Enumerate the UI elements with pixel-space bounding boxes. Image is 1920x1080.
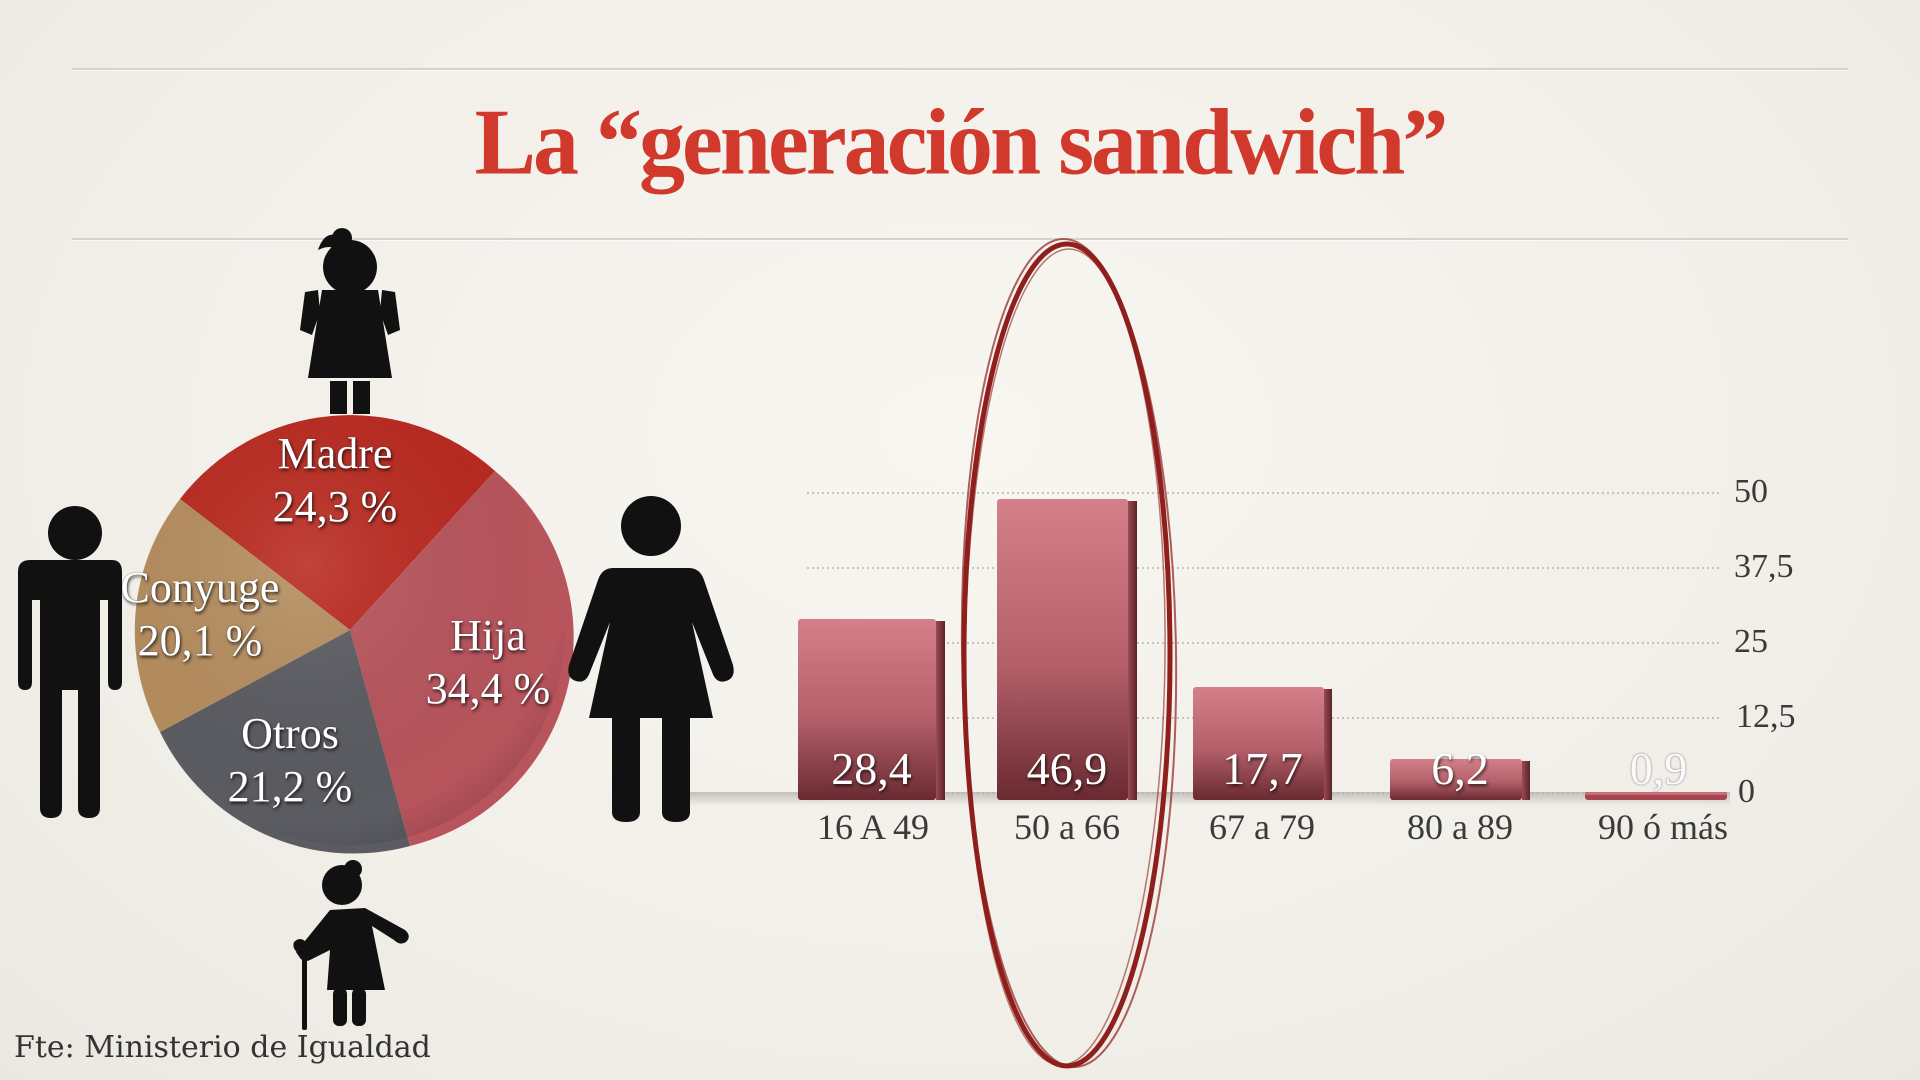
bar-value-16-a-49: 28,4 <box>831 743 912 794</box>
y-tick-12-5: 12,5 <box>1736 698 1796 735</box>
bar-50-a-66 <box>997 499 1137 800</box>
bar-value-67-a-79: 17,7 <box>1222 743 1303 794</box>
bar-16-a-49 <box>798 619 945 800</box>
page-title: La “generación sandwich” <box>474 89 1449 195</box>
category-label-67-a-79: 67 a 79 <box>1209 807 1315 847</box>
category-label-50-a-66: 50 a 66 <box>1014 807 1120 847</box>
pie-label-hija-name: Hija <box>450 611 526 660</box>
pie-label-otros-name: Otros <box>241 709 339 758</box>
bar-series <box>798 499 1727 800</box>
pie-label-otros-value: 21,2 % <box>227 761 353 811</box>
y-tick-0: 0 <box>1738 773 1755 810</box>
top-divider <box>72 68 1848 70</box>
category-label-80-a-89: 80 a 89 <box>1407 807 1513 847</box>
pie-label-hija-value: 34,4 % <box>425 663 551 713</box>
highlight-ellipse <box>960 238 1178 1069</box>
pie-label-madre-value: 24,3 % <box>272 481 398 531</box>
bar-90-o-mas <box>1585 792 1727 800</box>
source-note: Fte: Ministerio de Igualdad <box>14 1030 431 1065</box>
pie-chart <box>134 415 574 854</box>
pie-label-otros: Otros 21,2 % <box>175 708 405 814</box>
y-tick-25: 25 <box>1734 623 1768 660</box>
pie-label-conyuge: Conyuge 20,1 % <box>90 562 310 668</box>
bar-67-a-79 <box>1193 687 1332 800</box>
pie-label-madre-name: Madre <box>277 429 393 478</box>
y-tick-37-5: 37,5 <box>1734 548 1794 585</box>
pie-label-conyuge-name: Conyuge <box>120 563 280 612</box>
title-divider <box>72 238 1848 240</box>
bar-value-80-a-89: 6,2 <box>1431 743 1489 794</box>
pie-label-madre: Madre 24,3 % <box>220 428 450 534</box>
elderly-woman-with-cane-icon <box>293 860 409 1030</box>
category-label-16-a-49: 16 A 49 <box>816 807 930 847</box>
bar-80-a-89 <box>1390 759 1530 800</box>
y-tick-50: 50 <box>1734 473 1768 510</box>
pie-label-conyuge-value: 20,1 % <box>137 615 263 665</box>
girl-icon <box>300 228 400 414</box>
pie-label-hija: Hija 34,4 % <box>398 610 578 716</box>
bar-value-50-a-66: 46,9 <box>1026 743 1108 794</box>
bar-value-90-o-mas: 0,9 <box>1629 743 1688 794</box>
category-label-90-o-mas: 90 ó más <box>1598 807 1728 847</box>
man-icon <box>18 506 122 818</box>
woman-icon <box>568 496 734 822</box>
